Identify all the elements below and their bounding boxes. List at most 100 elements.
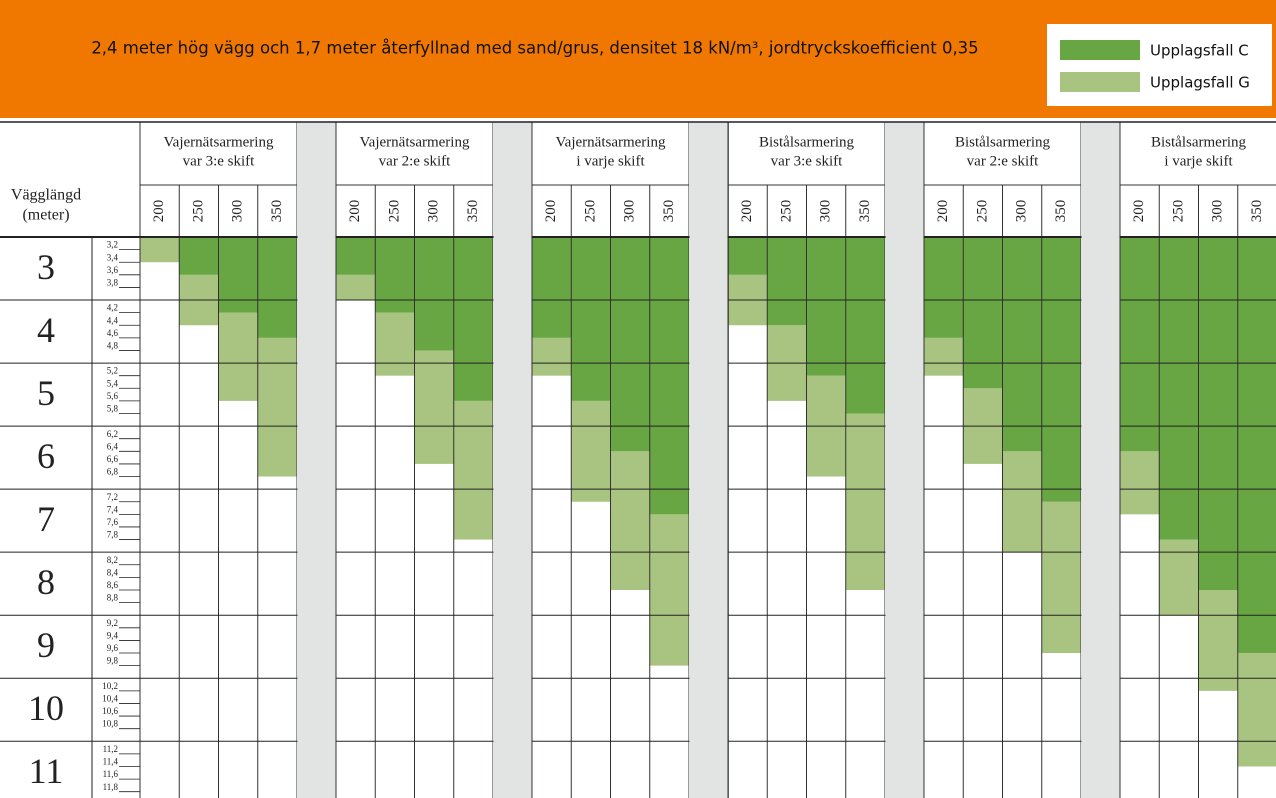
bar-case-c [414,237,454,351]
group-title: Bistålsarmering [955,134,1050,150]
legend-swatch [1060,72,1140,92]
row-label: 9 [37,625,55,665]
subtick-label: 5,8 [107,404,119,414]
bar-case-c [924,237,964,338]
group-title: var 2:e skift [379,153,451,169]
thickness-label: 250 [582,200,598,223]
bar-case-g [257,337,297,477]
bar-case-c [963,237,1003,389]
table-body [140,237,1276,767]
bar-case-c [571,237,611,401]
subtick-label: 9,6 [107,643,119,653]
bar-case-g [414,350,454,464]
thickness-label: 250 [1170,200,1186,223]
group-title: var 2:e skift [967,153,1039,169]
subtick-label: 4,8 [107,341,119,351]
bar-case-g [1237,653,1276,767]
row-header: Vägglängd [11,187,81,204]
bar-case-c [218,237,258,313]
bar-case-g [218,312,258,401]
bar-case-c [728,237,768,275]
chart-title: 2,4 meter hög vägg och 1,7 meter återfyl… [91,39,978,58]
subtick-label: 8,2 [107,555,118,565]
bar-case-g [1198,589,1238,691]
bar-case-c [767,237,807,326]
subtick-label: 8,8 [107,593,119,603]
bar-case-g [532,337,572,376]
bar-case-g [1002,451,1042,553]
group-title: Vajernätsarmering [360,134,470,150]
thickness-label: 350 [661,200,677,223]
thickness-label: 350 [269,200,285,223]
subtick-label: 5,6 [107,391,119,401]
subtick-label: 10,6 [102,706,118,716]
subtick-label: 7,6 [107,517,119,527]
bar-case-g [845,413,885,590]
subtick-label: 10,2 [102,681,118,691]
subtick-label: 5,2 [107,366,118,376]
bar-case-g [924,337,964,376]
column-gap [493,122,532,798]
subtick-label: 7,8 [107,530,119,540]
subtick-label: 7,2 [107,492,118,502]
bar-case-c [1041,237,1081,502]
subtick-label: 8,6 [107,580,119,590]
subtick-label: 3,2 [107,240,118,250]
bar-case-g [336,274,376,301]
column-gap [885,122,924,798]
subtick-label: 11,4 [103,757,119,767]
bar-case-c [336,237,376,275]
thickness-label: 200 [739,200,755,223]
bar-case-g [140,237,180,263]
thickness-label: 350 [465,200,481,223]
bar-case-c [806,237,846,376]
bar-case-g [1041,501,1081,654]
thickness-label: 350 [1053,200,1069,223]
subtick-label: 6,6 [107,454,119,464]
thickness-label: 300 [426,200,442,223]
group-title: Vajernätsarmering [164,134,274,150]
thickness-label: 250 [974,200,990,223]
subtick-label: 11,8 [103,782,119,792]
subtick-label: 3,4 [107,252,119,262]
subtick-label: 4,6 [107,328,119,338]
thickness-label: 200 [935,200,951,223]
column-gap [1081,122,1120,798]
bar-case-c [649,237,689,515]
bar-case-c [532,237,572,338]
group-title: Bistålsarmering [1151,134,1246,150]
group-title: Bistålsarmering [759,134,854,150]
subtick-label: 6,2 [107,429,118,439]
column-gap [689,122,728,798]
row-label: 6 [37,436,55,476]
bar-case-c [610,237,650,452]
row-label: 4 [37,310,55,350]
thickness-label: 350 [857,200,873,223]
thickness-label: 350 [1249,200,1265,223]
bar-case-c [1198,237,1238,590]
bar-case-c [453,237,493,401]
bar-case-c [257,237,297,338]
legend-swatch [1060,40,1140,60]
subtick-label: 10,4 [102,694,118,704]
subtick-label: 10,8 [102,719,118,729]
subtick-label: 7,4 [107,504,119,514]
subtick-label: 11,6 [103,769,119,779]
bar-case-c [1002,237,1042,452]
bar-case-g [571,400,611,502]
group-title: var 3:e skift [771,153,843,169]
thickness-label: 250 [190,200,206,223]
bar-case-c [179,237,219,275]
bar-case-g [453,400,493,540]
group-title: Vajernätsarmering [556,134,666,150]
bar-case-c [375,237,415,313]
row-label: 11 [29,751,64,791]
thickness-label: 200 [1131,200,1147,223]
thickness-label: 200 [347,200,363,223]
row-label: 10 [28,688,64,728]
subtick-label: 11,2 [103,744,118,754]
bar-case-c [1120,237,1160,452]
legend-box [1047,24,1272,106]
subtick-label: 3,8 [107,277,119,287]
